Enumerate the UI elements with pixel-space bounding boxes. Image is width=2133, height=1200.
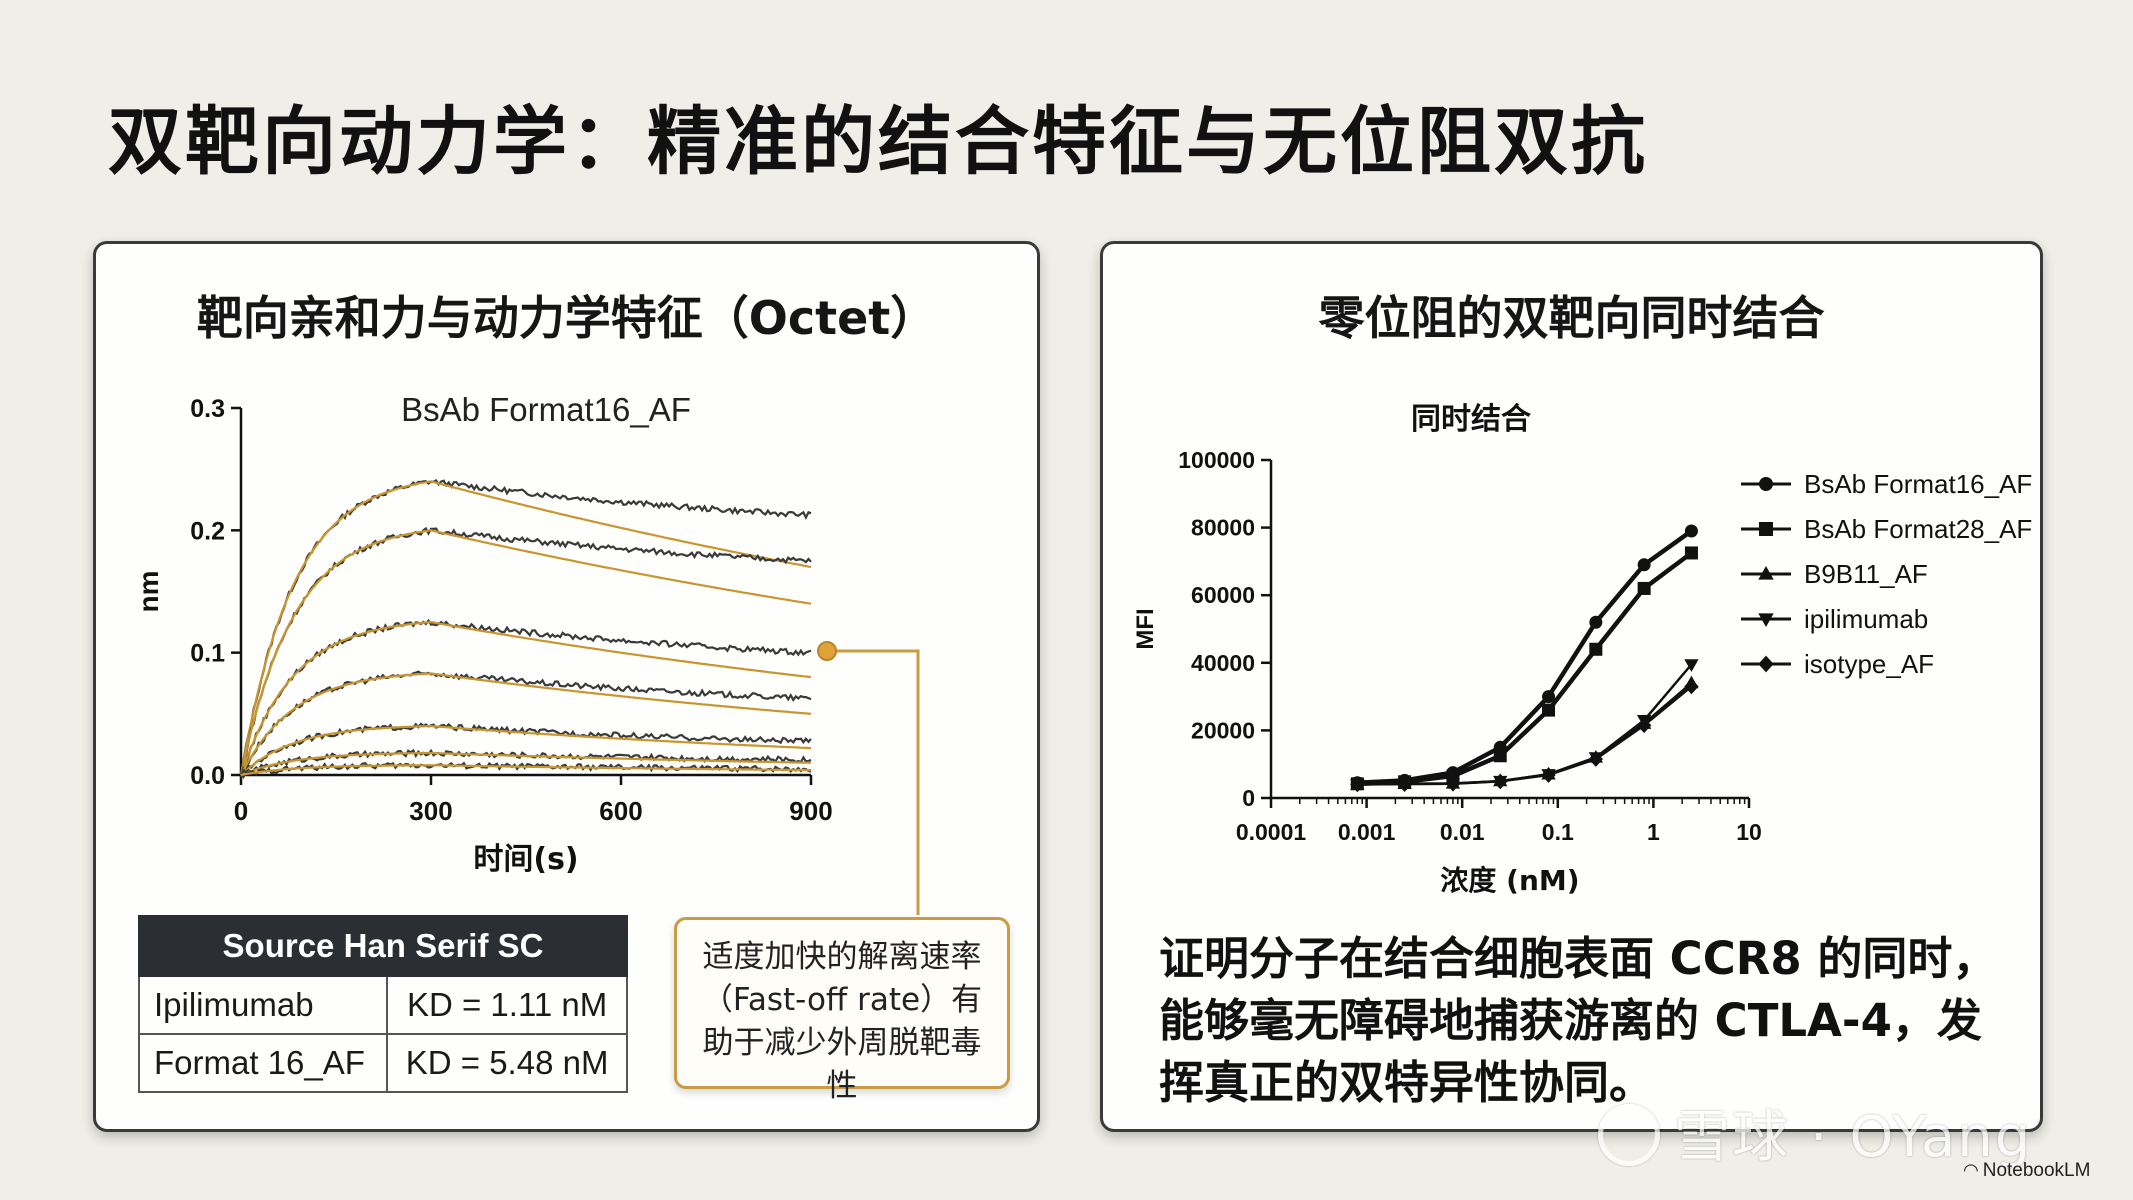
sensorgram-fit-curve [239, 480, 812, 776]
data-point [1637, 558, 1651, 572]
data-point [1397, 776, 1412, 792]
watermark-text: 雪球 · OYang [1674, 1105, 2033, 1170]
binding-legend: BsAb Format16_AF BsAb Format28_AF B9B11_AF… [1741, 469, 2032, 679]
x-tick-label: 0.001 [1338, 819, 1396, 845]
y-axis-label: MFI [1132, 608, 1159, 649]
y-tick-label: 0.2 [190, 517, 225, 545]
sensorgram-raw-trace [239, 748, 812, 778]
y-tick-label: 0.3 [190, 395, 225, 423]
binding-panel-title: 零位阻的双靶向同时结合 [1318, 291, 1825, 345]
y-tick-label: 40000 [1191, 650, 1255, 676]
kinetics-panel: 靶向亲和力与动力学特征（Octet） 0.0 0.1 0.2 0.3 0 300 600 90… [93, 241, 1040, 1132]
sensorgram-raw-trace [239, 670, 812, 777]
legend-label: BsAb Format16_AF [1804, 469, 2032, 499]
y-tick-label: 20000 [1191, 717, 1255, 743]
data-point [1684, 546, 1698, 560]
binding-panel: 零位阻的双靶向同时结合 0 20000 40000 60000 80000 100000 0… [1100, 241, 2043, 1132]
chart-title: BsAb Format16_AF [401, 391, 691, 428]
binding-series [1350, 524, 1699, 793]
legend-label: isotype_AF [1804, 649, 1934, 679]
legend-marker [1759, 477, 1773, 491]
table-row: Format 16_AF KD = 5.48 nM [137, 1033, 628, 1093]
legend-marker [1758, 655, 1774, 673]
sensorgram-axes: 0.0 0.1 0.2 0.3 0 300 600 900 时间(s) nm BsAb Format… [133, 391, 833, 877]
sensorgram-fit-curve [240, 725, 812, 776]
legend-marker [1758, 613, 1774, 628]
sensorgram-fit-curve [240, 672, 812, 776]
y-tick-label: 0 [1242, 785, 1255, 811]
x-tick-label: 0.01 [1440, 819, 1485, 845]
series-line [1357, 551, 1693, 787]
kd-value: KD = 1.11 nM [386, 975, 628, 1035]
sensorgram-fit-curve [239, 620, 812, 776]
y-tick-label: 100000 [1178, 447, 1255, 473]
x-tick-label: 0.1 [1542, 819, 1574, 845]
snowball-logo-icon [1598, 1104, 1660, 1166]
conclusion-text: 证明分子在结合细胞表面 CCR8 的同时，能够毫无障碍地捕获游离的 CTLA-4… [1159, 932, 1998, 1109]
notebooklm-icon: ◠ [1963, 1160, 1979, 1180]
x-tick-label: 900 [789, 796, 832, 826]
data-point [1589, 615, 1603, 629]
data-point [1684, 524, 1698, 538]
simultaneous-binding-chart: 0 20000 40000 60000 80000 100000 0.0001 0.001 0.… [1132, 402, 2032, 897]
legend-label: BsAb Format28_AF [1804, 514, 2032, 544]
y-tick-label: 0.1 [190, 640, 225, 668]
legend-label: B9B11_AF [1804, 559, 1928, 589]
sensorgram-raw-trace [239, 478, 812, 774]
x-tick-label: 10 [1736, 819, 1762, 845]
x-tick-label: 0 [234, 796, 248, 826]
series-line [1357, 685, 1693, 786]
kd-table: Source Han Serif SC Ipilimumab KD = 1.11… [137, 915, 628, 1093]
legend-label: ipilimumab [1804, 604, 1928, 634]
sensorgram-fit-curve [240, 751, 812, 777]
fast-off-callout: 适度加快的解离速率（Fast-off rate）有助于减少外周脱靶毒性 [674, 917, 1010, 1104]
data-point [1684, 678, 1699, 695]
y-tick-label: 80000 [1191, 515, 1255, 541]
x-tick-label: 0.0001 [1236, 819, 1307, 845]
x-tick-label: 300 [409, 796, 452, 826]
octet-sensorgram-chart: 0.0 0.1 0.2 0.3 0 300 600 900 时间(s) nm BsAb Format… [133, 391, 920, 915]
watermark: 雪球 · OYang [1598, 1092, 2032, 1173]
antibody-name: Ipilimumab [137, 975, 389, 1035]
sensorgram-fit-curve [240, 764, 811, 777]
chart-title: 同时结合 [1411, 402, 1531, 437]
y-tick-label: 60000 [1191, 582, 1255, 608]
data-point [1542, 703, 1556, 717]
y-axis-label: nm [133, 571, 164, 613]
sensorgram-fit-curve [239, 529, 812, 776]
slide-title: 双靶向动力学：精准的结合特征与无位阻双抗 [108, 99, 1648, 185]
antibody-name: Format 16_AF [137, 1033, 389, 1093]
notebooklm-credit: ◠ NotebookLM [1963, 1160, 2090, 1182]
legend-marker [1758, 565, 1774, 580]
legend-marker [1759, 522, 1773, 536]
binding-axes: 0 20000 40000 60000 80000 100000 0.0001 0.001 0.… [1132, 402, 1762, 897]
credit-text: NotebookLM [1982, 1160, 2091, 1181]
data-point [1637, 581, 1651, 595]
data-point [1493, 749, 1507, 763]
data-point [1684, 659, 1699, 672]
kd-value: KD = 5.48 nM [386, 1033, 628, 1093]
data-point [1542, 690, 1556, 704]
kd-table-header: Source Han Serif SC [138, 915, 628, 977]
callout-connector [817, 641, 920, 915]
table-row: Ipilimumab KD = 1.11 nM [137, 975, 628, 1035]
x-axis-label: 时间(s) [473, 842, 578, 877]
x-axis-label: 浓度 (nM) [1440, 864, 1579, 897]
kinetics-panel-title: 靶向亲和力与动力学特征（Octet） [196, 291, 937, 345]
data-point [1589, 642, 1603, 656]
x-tick-label: 600 [599, 796, 642, 826]
data-point [1493, 773, 1508, 790]
sensorgram-series [239, 478, 812, 780]
x-tick-label: 1 [1647, 819, 1660, 845]
y-tick-label: 0.0 [190, 762, 225, 790]
data-point [1541, 767, 1556, 783]
